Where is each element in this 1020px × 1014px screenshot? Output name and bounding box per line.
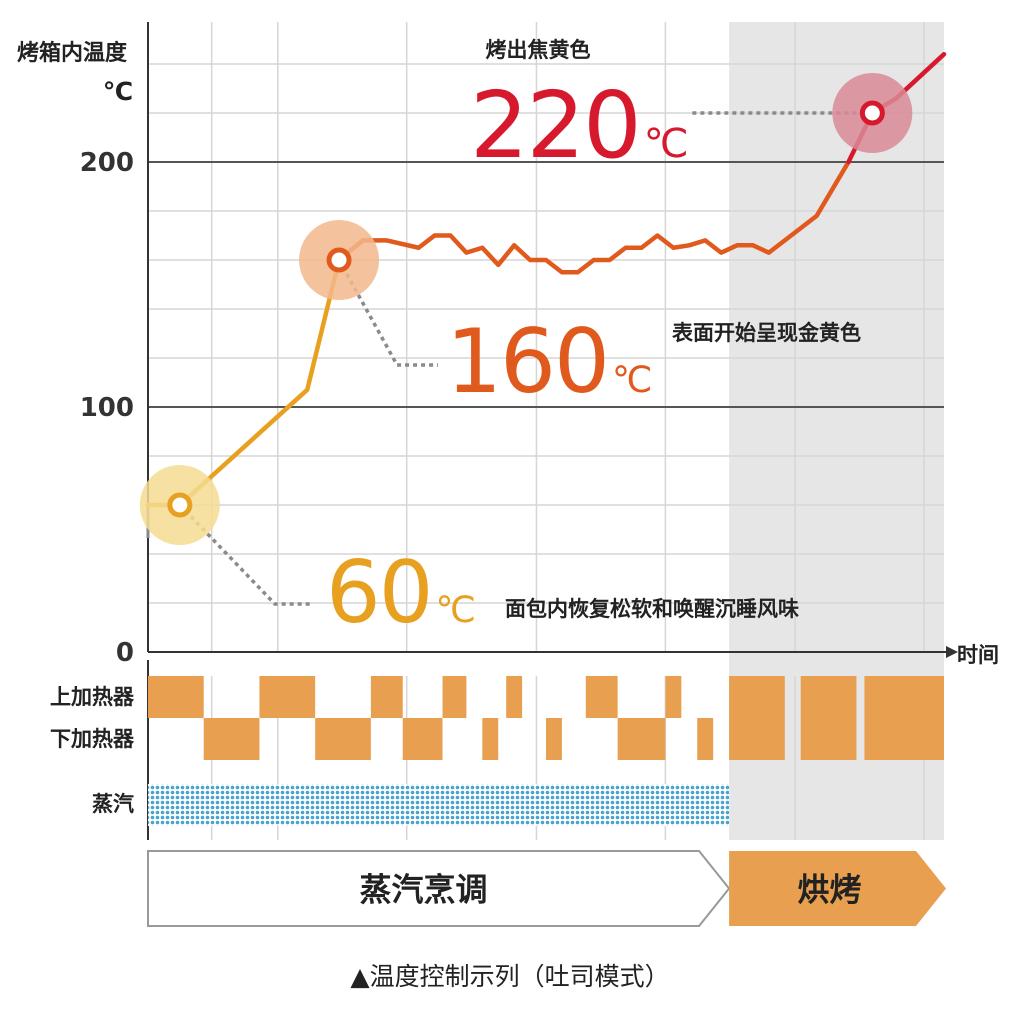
steam-label: 蒸汽	[92, 792, 134, 816]
y-tick-label: 100	[80, 393, 134, 423]
upper-heater-block	[148, 676, 204, 718]
lower-heater-label: 下加热器	[50, 727, 135, 751]
phase-arrow-steam	[147, 850, 731, 927]
upper-heater-label: 上加热器	[50, 685, 135, 709]
x-axis-arrow	[946, 646, 958, 658]
marker-note: 面包内恢复松软和唤醒沉睡风味	[505, 597, 799, 621]
phase-label: 烘烤	[798, 871, 862, 909]
marker-note: 表面开始呈现金黄色	[672, 321, 861, 345]
upper-heater-block	[800, 676, 857, 760]
lower-heater-block	[315, 718, 371, 760]
lower-heater-block	[402, 718, 443, 760]
series-line-2	[336, 159, 851, 275]
marker-note: 烤出焦黄色	[486, 38, 591, 62]
temperature-label: 60 ℃	[326, 543, 474, 643]
y-tick-label: 0	[116, 638, 134, 668]
y-axis-unit: ℃	[103, 77, 133, 106]
steam-bar	[148, 784, 730, 826]
upper-heater-block	[585, 676, 618, 718]
upper-heater-block	[729, 676, 785, 760]
lower-heater-block	[546, 718, 562, 760]
upper-heater-block	[665, 676, 682, 718]
marker-point	[167, 492, 193, 518]
callout-leader	[178, 503, 312, 606]
phase-arrow-bake	[729, 851, 946, 926]
phase-label: 蒸汽烹调	[360, 871, 488, 909]
lower-heater-block	[482, 718, 499, 760]
x-axis-label: 时间	[957, 643, 999, 667]
temperature-label: 160 ℃	[446, 310, 651, 413]
lower-heater-block	[203, 718, 260, 760]
upper-heater-block	[864, 676, 944, 760]
callout-leader	[337, 259, 438, 367]
marker-point	[326, 247, 352, 273]
temperature-label: 220 ℃	[470, 72, 687, 179]
chart-caption: ▲温度控制示列（吐司模式）	[350, 962, 669, 991]
lower-heater-block	[617, 718, 666, 760]
upper-heater-block	[370, 676, 403, 718]
upper-heater-block	[259, 676, 316, 718]
y-tick-label: 200	[80, 148, 134, 178]
y-axis-label: 烤箱内温度	[17, 40, 128, 66]
lower-heater-block	[697, 718, 714, 760]
upper-heater-block	[506, 676, 523, 718]
upper-heater-block	[442, 676, 467, 718]
marker-point	[859, 100, 885, 126]
